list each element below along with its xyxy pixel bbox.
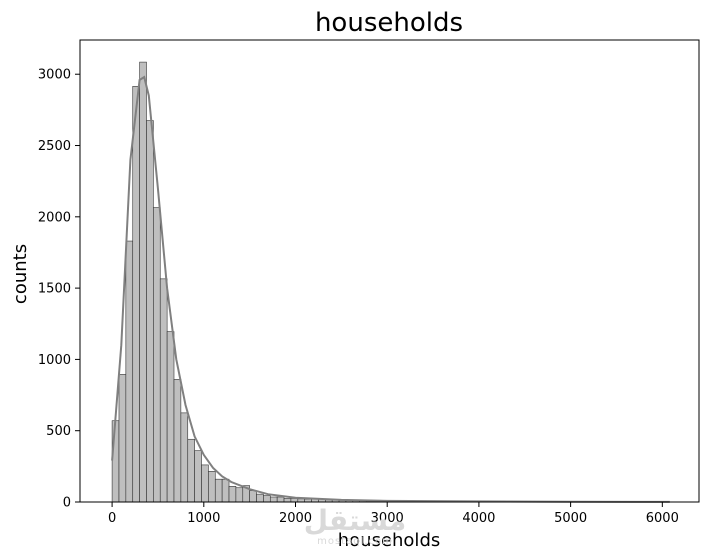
histogram-bar (146, 120, 154, 503)
y-tick-label: 2500 (38, 139, 71, 154)
y-axis-label: counts (10, 244, 31, 304)
histogram-bar (221, 478, 230, 503)
histogram-bar (125, 240, 134, 503)
x-tick-label: 4000 (462, 511, 495, 526)
histogram-bar (153, 207, 161, 503)
y-axis-ticks: 0 500 1000 1500 2000 2500 3000 (38, 68, 80, 511)
y-tick-label: 3000 (38, 68, 71, 83)
histogram-bar (283, 498, 292, 503)
chart-title: households (315, 8, 463, 38)
histogram-bar (249, 490, 257, 503)
histogram-bar (159, 278, 168, 503)
y-tick-label: 1000 (38, 353, 71, 368)
histogram-bar (201, 464, 209, 503)
histogram-bar (208, 471, 216, 503)
histogram-bar (187, 438, 195, 503)
y-tick-label: 0 (63, 496, 71, 511)
y-tick-label: 500 (46, 424, 71, 439)
histogram-bar (166, 331, 175, 503)
histogram-bar (290, 498, 299, 503)
x-tick-label: 1000 (187, 511, 220, 526)
y-tick-label: 1500 (38, 282, 71, 297)
histogram-bar (263, 495, 271, 503)
histogram-bar (111, 420, 120, 503)
histogram-bar (173, 379, 182, 503)
x-tick-label: 0 (108, 511, 116, 526)
x-tick-label: 3000 (371, 511, 404, 526)
histogram-bar (269, 496, 278, 503)
histogram-bar (139, 61, 147, 503)
histogram-bar (194, 450, 202, 503)
histogram-bar (180, 412, 189, 503)
histogram-bar (118, 374, 127, 503)
y-tick-label: 2000 (38, 210, 71, 225)
histogram-bar (276, 496, 285, 503)
x-tick-label: 5000 (554, 511, 587, 526)
plot-frame (79, 39, 700, 503)
histogram-bar (214, 478, 223, 503)
bars-group (111, 61, 670, 503)
histogram-bar (228, 486, 237, 503)
x-axis-label: households (338, 530, 441, 551)
x-tick-label: 6000 (646, 511, 679, 526)
histogram-bar (256, 493, 264, 503)
histogram-bar (235, 487, 244, 503)
x-axis-ticks: 0 1000 2000 3000 4000 5000 6000 (108, 502, 679, 526)
histogram-bar (132, 86, 140, 503)
kde-curve (111, 75, 670, 503)
x-tick-label: 2000 (279, 511, 312, 526)
